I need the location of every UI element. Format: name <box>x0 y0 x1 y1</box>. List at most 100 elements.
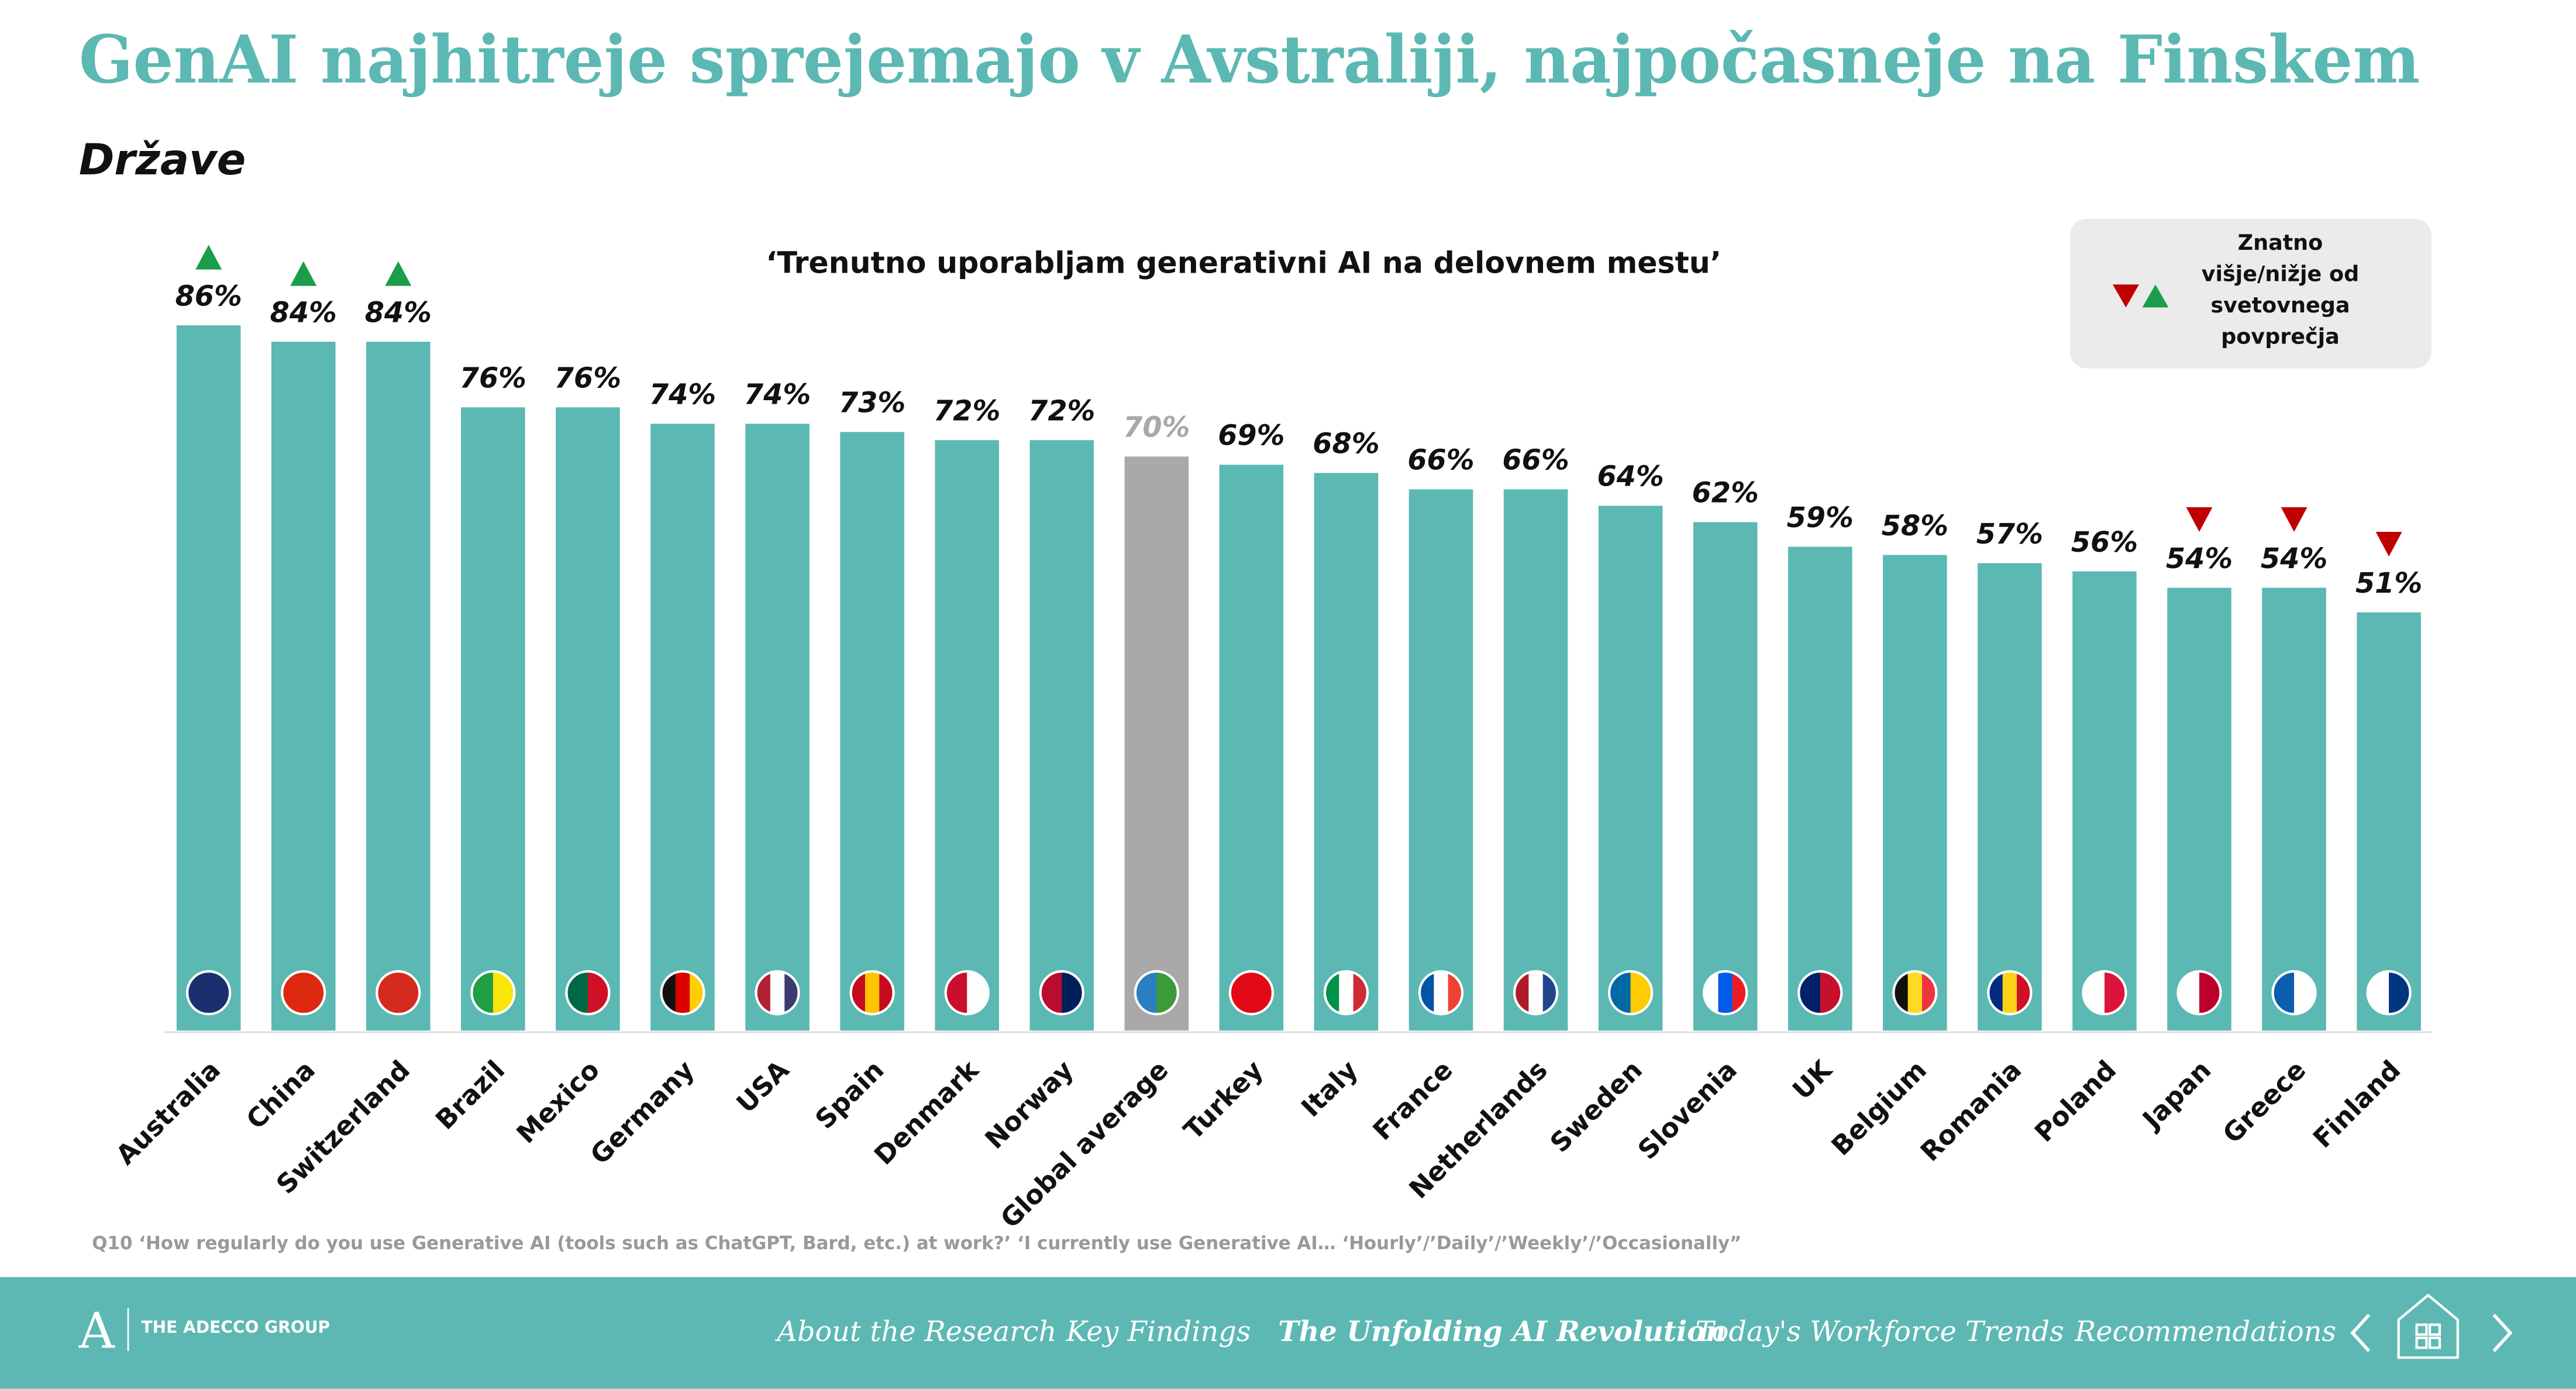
bar <box>1883 555 1947 1031</box>
flag-ring <box>1418 970 1464 1016</box>
value-label: 84% <box>365 297 432 329</box>
flag-ring <box>281 970 326 1016</box>
nav-link[interactable]: About the Research <box>775 1316 1057 1348</box>
bar <box>1693 522 1758 1031</box>
x-tick-label: Slovenia <box>1632 1054 1743 1165</box>
flag-ring <box>1607 970 1654 1016</box>
x-tick-label: USA <box>731 1054 795 1119</box>
bar <box>461 407 525 1031</box>
value-label: 54% <box>2261 543 2327 575</box>
bar <box>2262 587 2326 1031</box>
significance-up <box>195 245 222 270</box>
next-button[interactable] <box>2492 1314 2513 1352</box>
flag-ring <box>376 970 421 1016</box>
x-tick-label: Mexico <box>511 1054 606 1150</box>
nav-link[interactable]: Key Findings <box>1066 1316 1251 1348</box>
logo-mark: A <box>78 1302 115 1359</box>
legend-up <box>2142 284 2169 308</box>
x-tick-label: Romania <box>1914 1054 2027 1167</box>
x-tick-label: Australia <box>110 1054 226 1171</box>
flag-ring <box>186 970 232 1016</box>
flag-ring <box>944 970 990 1016</box>
bar <box>2167 587 2231 1031</box>
x-tick-label: Poland <box>2029 1054 2122 1148</box>
bar <box>1408 489 1473 1031</box>
value-label: 66% <box>1502 445 1569 477</box>
chart-title: ‘Trenutno uporabljam generativni AI na d… <box>766 246 1721 280</box>
flag-ring <box>660 970 705 1016</box>
value-label: 72% <box>934 396 1000 428</box>
value-label: 70% <box>1123 412 1190 444</box>
x-tick-label: Norway <box>979 1054 1079 1155</box>
value-label: 73% <box>839 387 905 420</box>
flag-ring <box>1513 970 1559 1016</box>
significance-down <box>2281 507 2308 532</box>
bar <box>745 424 810 1031</box>
flag-stripe <box>1907 971 1923 1015</box>
flag-ring <box>2082 970 2127 1016</box>
bar <box>366 342 431 1031</box>
footnote: Q10 ‘How regularly do you use Generative… <box>92 1233 1741 1254</box>
subtitle: Države <box>79 135 246 185</box>
brand: THE ADECCO GROUP <box>142 1318 330 1337</box>
flag-stripe <box>675 971 691 1015</box>
bar <box>1029 440 1094 1031</box>
value-label: 56% <box>2071 527 2138 559</box>
x-tick-label: Turkey <box>1177 1054 1269 1146</box>
value-label: 76% <box>460 363 526 395</box>
legend-text: Znatno <box>2238 230 2323 255</box>
x-tick-label: Spain <box>809 1054 890 1135</box>
legend-text: svetovnega <box>2210 293 2350 318</box>
legend-text: povprečja <box>2221 324 2340 349</box>
bar <box>2357 612 2421 1031</box>
flag-ring <box>2271 970 2317 1016</box>
significance-up <box>385 261 412 286</box>
flag-ring <box>565 970 611 1016</box>
x-tick-label: China <box>240 1054 321 1135</box>
flag-ring <box>1703 970 1748 1016</box>
bar <box>556 407 620 1031</box>
value-label: 72% <box>1028 396 1095 428</box>
x-tick-label: Italy <box>1295 1054 1364 1123</box>
value-label: 84% <box>270 297 337 329</box>
value-label: 59% <box>1787 502 1854 534</box>
value-label: 62% <box>1692 477 1759 510</box>
nav-link[interactable]: Today's Workforce Trends <box>1696 1316 2064 1348</box>
flag-ring <box>470 970 516 1016</box>
nav-link[interactable]: The Unfolding AI Revolution <box>1278 1315 1726 1348</box>
bar <box>1503 489 1568 1031</box>
flag-stripe <box>2002 971 2018 1015</box>
flag-ring <box>1228 970 1274 1016</box>
bar <box>1788 546 1852 1031</box>
footer <box>0 1277 2576 1389</box>
flag-ring <box>849 970 895 1016</box>
prev-button[interactable] <box>2350 1314 2371 1352</box>
x-tick-label: Global average <box>994 1054 1174 1234</box>
value-label: 68% <box>1313 428 1379 460</box>
value-label: 74% <box>744 379 811 411</box>
flag-ring <box>2176 970 2222 1016</box>
value-label: 69% <box>1218 420 1284 452</box>
x-tick-label: Finland <box>2307 1054 2406 1154</box>
bar <box>1978 563 2042 1031</box>
value-label: 51% <box>2355 568 2422 600</box>
value-label: 76% <box>555 363 621 395</box>
bar <box>935 440 999 1031</box>
flag-stripe <box>1528 971 1544 1015</box>
value-label: 74% <box>649 379 716 411</box>
flag-ring <box>1134 970 1179 1016</box>
flag-ring <box>1323 970 1369 1016</box>
flag-stripe <box>865 971 880 1015</box>
x-tick-label: France <box>1367 1054 1459 1146</box>
home-button[interactable] <box>2397 1293 2459 1359</box>
flag-ring <box>1039 970 1084 1016</box>
value-label: 66% <box>1407 445 1474 477</box>
value-label: 64% <box>1597 461 1664 493</box>
x-tick-label: Greece <box>2217 1054 2312 1150</box>
significance-down <box>2186 507 2213 532</box>
nav-link[interactable]: Recommendations <box>2074 1316 2336 1348</box>
bar <box>176 325 241 1031</box>
legend-box <box>2069 218 2432 369</box>
significance-down <box>2375 531 2402 557</box>
